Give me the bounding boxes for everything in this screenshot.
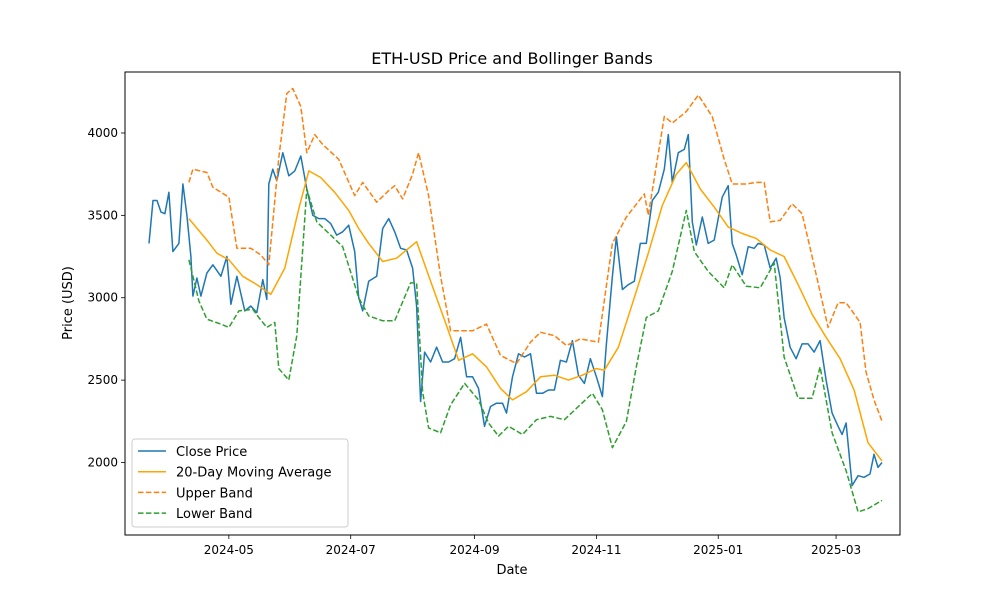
y-tick-label: 4000 <box>87 126 118 140</box>
x-axis: 2024-05 2024-07 2024-09 2024-11 2025-01 2025-… <box>204 535 861 557</box>
y-axis: 2000 2500 3000 3500 4000 <box>87 126 125 470</box>
x-tick-label: 2024-05 <box>204 543 254 557</box>
y-tick-label: 2500 <box>87 373 118 387</box>
plot-area <box>148 87 883 513</box>
series-line-1 <box>188 161 883 462</box>
x-tick-label: 2024-09 <box>449 543 499 557</box>
chart-title: ETH-USD Price and Bollinger Bands <box>371 49 653 68</box>
legend: Close Price 20-Day Moving Average Upper Ba… <box>131 438 349 528</box>
y-axis-label: Price (USD) <box>61 266 76 340</box>
y-tick-label: 3000 <box>87 291 118 305</box>
y-tick-label: 3500 <box>87 208 118 222</box>
legend-box <box>131 438 349 528</box>
x-tick-label: 2024-11 <box>571 543 621 557</box>
series-line-3 <box>188 188 883 513</box>
legend-label-1: 20-Day Moving Average <box>176 466 332 481</box>
legend-label-3: Lower Band <box>176 507 252 522</box>
legend-label-0: Close Price <box>176 445 247 460</box>
x-tick-label: 2024-07 <box>326 543 376 557</box>
plot-frame <box>124 71 901 536</box>
x-tick-label: 2025-01 <box>693 543 743 557</box>
y-tick-label: 2000 <box>87 456 118 470</box>
x-axis-label: Date <box>496 563 527 578</box>
x-tick-label: 2025-03 <box>811 543 861 557</box>
legend-label-2: Upper Band <box>176 486 253 501</box>
series-line-0 <box>148 133 883 487</box>
series-line-2 <box>188 87 883 422</box>
